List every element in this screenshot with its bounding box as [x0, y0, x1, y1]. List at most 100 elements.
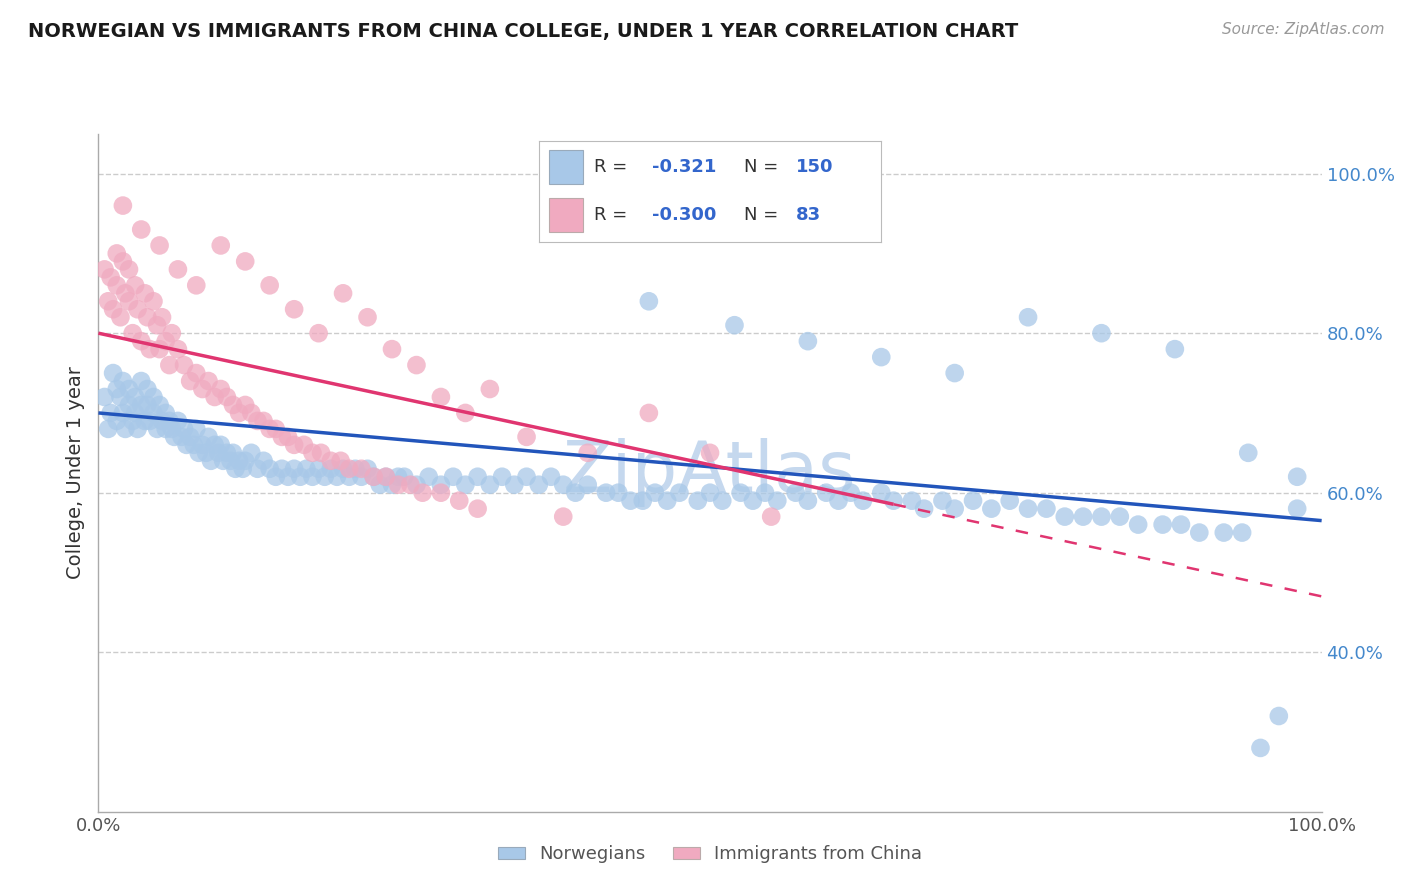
Point [399, 477, 422, 491]
Point [105, 278, 128, 293]
Point [741, 493, 763, 508]
Point [270, 430, 294, 444]
Point [540, 469, 562, 483]
Point [797, 334, 820, 348]
Point [337, 469, 360, 483]
Point [901, 493, 924, 508]
Point [93, 390, 115, 404]
Point [204, 438, 226, 452]
Point [222, 446, 245, 460]
Point [215, 390, 238, 404]
Point [163, 430, 186, 444]
Point [209, 238, 232, 252]
Point [290, 469, 312, 483]
Point [127, 422, 149, 436]
Point [785, 485, 807, 500]
Point [405, 358, 427, 372]
Point [111, 374, 134, 388]
Point [179, 430, 201, 444]
Point [699, 446, 721, 460]
Point [105, 414, 128, 428]
Point [167, 414, 190, 428]
Point [121, 414, 143, 428]
Point [1164, 342, 1187, 356]
Point [93, 262, 115, 277]
Point [631, 493, 654, 508]
Point [644, 485, 666, 500]
Point [430, 477, 453, 491]
Point [160, 422, 183, 436]
Point [142, 390, 165, 404]
Point [105, 246, 128, 260]
Point [1170, 517, 1192, 532]
Point [118, 262, 141, 277]
Point [405, 477, 427, 491]
Point [207, 446, 229, 460]
Point [150, 310, 173, 325]
Point [232, 462, 254, 476]
Text: ZipAtlas: ZipAtlas [564, 438, 856, 508]
Point [155, 334, 177, 348]
Point [129, 222, 152, 236]
Point [441, 469, 464, 483]
Point [1071, 509, 1094, 524]
Point [332, 286, 354, 301]
Point [100, 406, 122, 420]
Point [637, 406, 661, 420]
Point [1017, 501, 1039, 516]
Point [1286, 469, 1309, 483]
Point [337, 462, 360, 476]
Point [129, 398, 152, 412]
Point [233, 454, 256, 468]
Point [233, 254, 256, 268]
Point [155, 422, 177, 436]
Point [564, 485, 586, 500]
Point [118, 382, 141, 396]
Point [146, 318, 169, 333]
Point [129, 374, 152, 388]
Point [912, 501, 935, 516]
Point [246, 414, 269, 428]
Point [1249, 740, 1271, 755]
Point [259, 462, 281, 476]
Point [668, 485, 690, 500]
Point [179, 374, 201, 388]
Point [270, 462, 294, 476]
Point [1212, 525, 1234, 540]
Point [1108, 509, 1130, 524]
Point [870, 350, 893, 364]
Point [699, 485, 721, 500]
Point [224, 462, 246, 476]
Point [240, 406, 263, 420]
Point [368, 477, 391, 491]
Point [167, 342, 190, 356]
Point [142, 406, 165, 420]
Point [454, 477, 477, 491]
Point [136, 310, 159, 325]
Point [110, 390, 132, 404]
Point [97, 422, 120, 436]
Point [246, 462, 269, 476]
Point [222, 398, 245, 412]
Point [998, 493, 1021, 508]
Point [326, 469, 349, 483]
Point [259, 278, 281, 293]
Point [1090, 326, 1112, 341]
Point [1237, 446, 1260, 460]
Point [252, 454, 274, 468]
Point [515, 469, 537, 483]
Text: Source: ZipAtlas.com: Source: ZipAtlas.com [1222, 22, 1385, 37]
Point [430, 485, 453, 500]
Point [319, 462, 342, 476]
Point [97, 294, 120, 309]
Point [127, 302, 149, 317]
Point [173, 358, 195, 372]
Point [259, 422, 281, 436]
Text: NORWEGIAN VS IMMIGRANTS FROM CHINA COLLEGE, UNDER 1 YEAR CORRELATION CHART: NORWEGIAN VS IMMIGRANTS FROM CHINA COLLE… [28, 22, 1018, 41]
Point [1230, 525, 1253, 540]
Point [157, 358, 180, 372]
Point [314, 469, 336, 483]
Point [515, 430, 537, 444]
Point [1017, 310, 1039, 325]
Point [100, 270, 122, 285]
